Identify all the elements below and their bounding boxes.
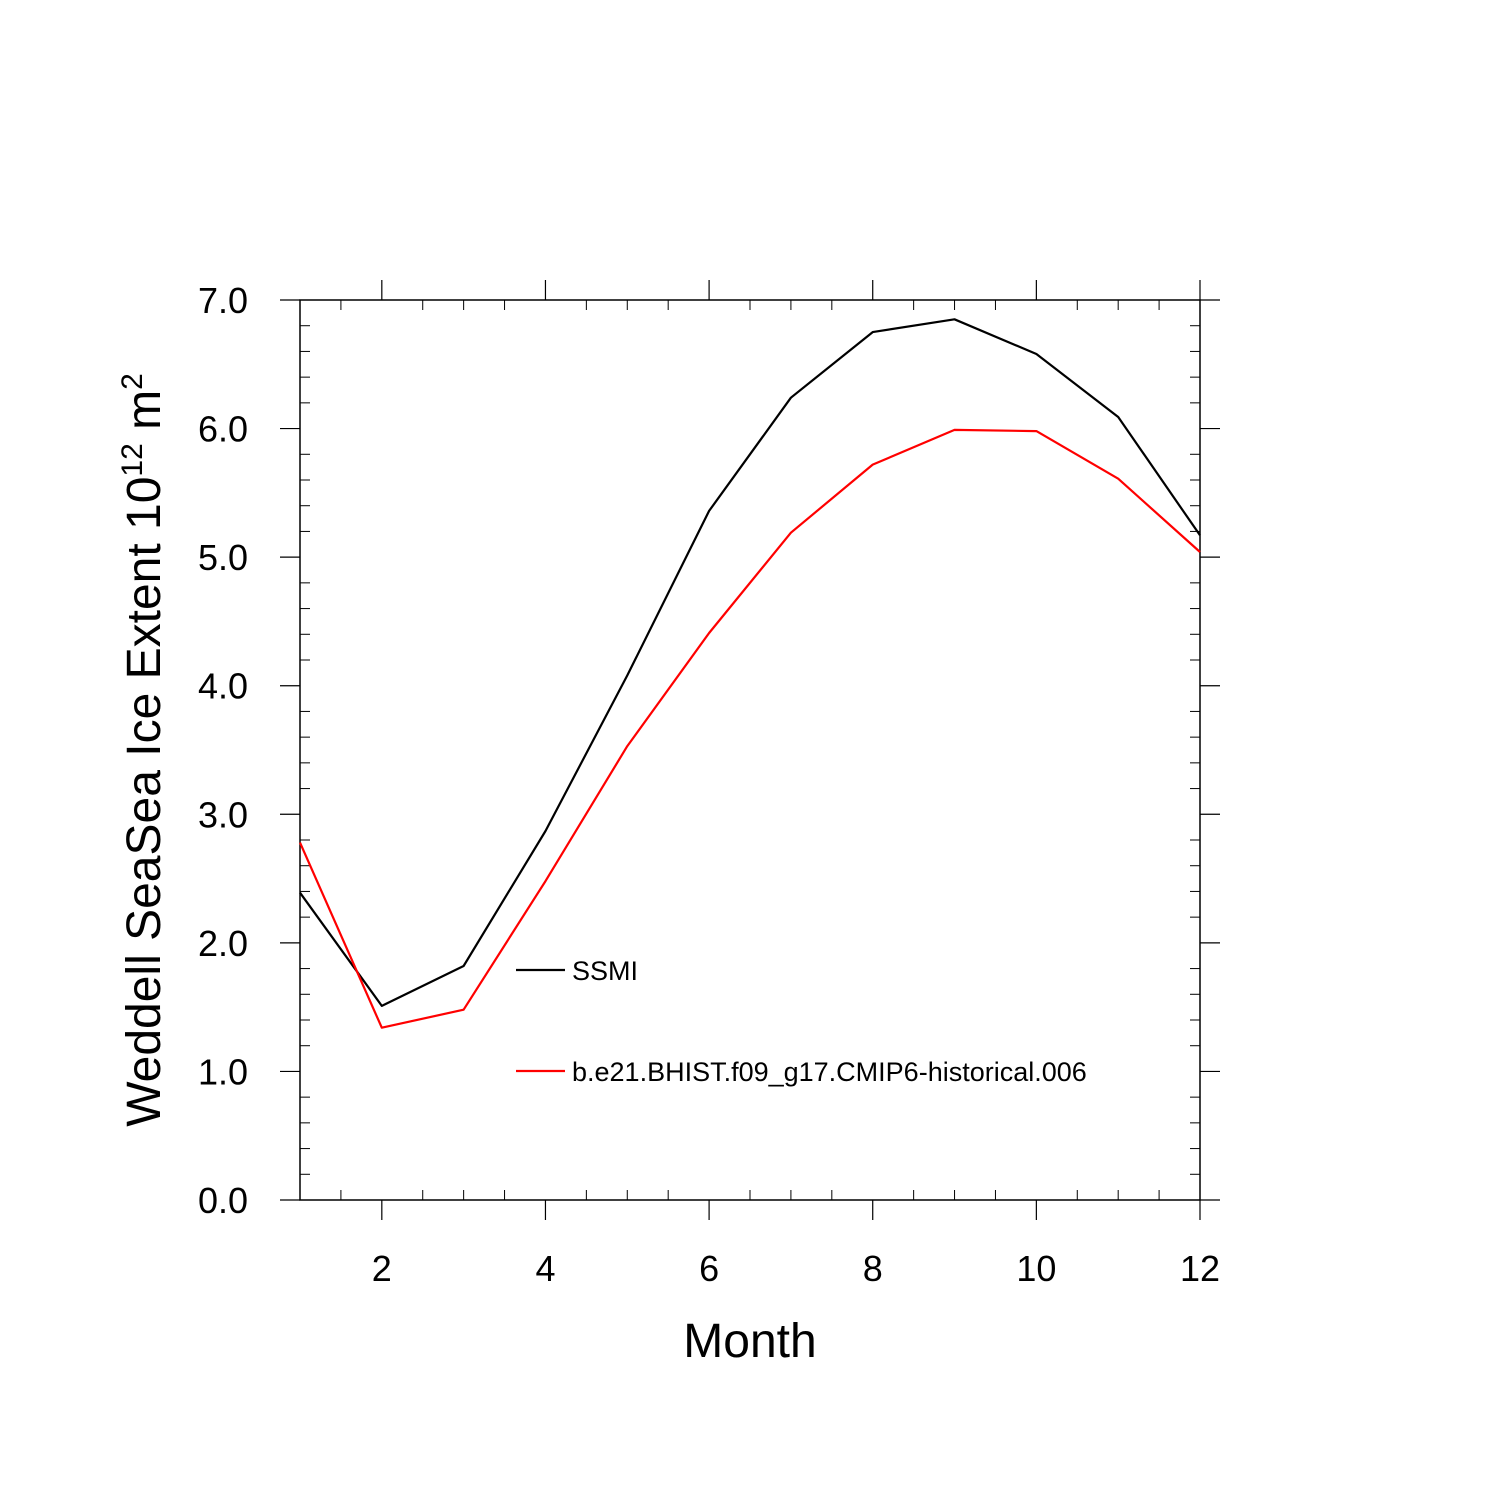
y-tick-label: 2.0 xyxy=(198,923,248,964)
x-tick-label: 4 xyxy=(535,1248,555,1289)
y-tick-labels: 0.0 1.0 2.0 3.0 4.0 5.0 6.0 7.0 xyxy=(198,280,248,1221)
series-line-b-e21-bhist-f09-g17-cmip6-historical-006 xyxy=(298,428,1201,1029)
y-tick-label: 1.0 xyxy=(198,1051,248,1092)
major-ticks xyxy=(280,280,1220,1220)
x-tick-label: 6 xyxy=(699,1248,719,1289)
series-lines xyxy=(298,318,1201,1029)
x-tick-label: 12 xyxy=(1180,1248,1220,1289)
y-axis-title-unit: m xyxy=(118,390,171,443)
legend-label: b.e21.BHIST.f09_g17.CMIP6-historical.006 xyxy=(572,1057,1087,1087)
series-line-ssmi xyxy=(299,318,1201,1008)
y-tick-label: 3.0 xyxy=(198,794,248,835)
y-tick-label: 7.0 xyxy=(198,280,248,321)
y-axis-title: Weddell SeaSea Ice Extent 1012 m2 xyxy=(116,373,171,1127)
legend: SSMI b.e21.BHIST.f09_g17.CMIP6-historical… xyxy=(516,956,1087,1087)
x-tick-label: 10 xyxy=(1016,1248,1056,1289)
x-tick-label: 2 xyxy=(372,1248,392,1289)
x-tick-labels: 2 4 6 8 10 12 xyxy=(372,1248,1220,1289)
y-tick-label: 4.0 xyxy=(198,666,248,707)
y-axis-title-unit-exponent: 2 xyxy=(116,373,149,390)
y-axis-title-main: Weddell SeaSea Ice Extent 10 xyxy=(118,477,171,1127)
x-axis-title: Month xyxy=(683,1315,816,1368)
y-tick-label: 0.0 xyxy=(198,1180,248,1221)
x-tick-label: 8 xyxy=(863,1248,883,1289)
y-axis-title-exponent: 12 xyxy=(116,443,149,476)
y-tick-label: 5.0 xyxy=(198,537,248,578)
minor-ticks xyxy=(299,300,1200,1200)
legend-label: SSMI xyxy=(572,956,638,986)
y-tick-label: 6.0 xyxy=(198,409,248,450)
